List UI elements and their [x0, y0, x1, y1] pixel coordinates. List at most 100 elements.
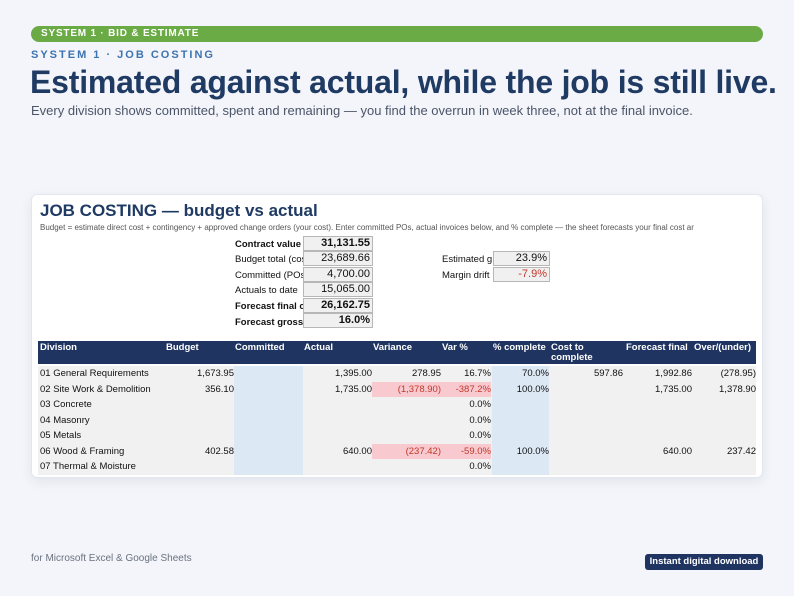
complete-cell[interactable] — [492, 428, 549, 444]
col-var-pct[interactable]: Var % — [442, 342, 468, 353]
committed-cell[interactable] — [234, 428, 303, 444]
committed-cell[interactable] — [234, 459, 303, 475]
var-pct-cell[interactable]: 0.0% — [469, 414, 491, 426]
over-under-cell[interactable] — [692, 397, 756, 413]
ctc-cell[interactable] — [549, 397, 623, 413]
col-forecast-final[interactable]: Forecast final — [626, 342, 688, 353]
table-row[interactable]: 05 Metals 0.0% — [38, 428, 756, 444]
forecast-cell[interactable] — [623, 397, 692, 413]
forecast-cell[interactable]: 640.00 — [662, 445, 692, 457]
division-cell[interactable]: 02 Site Work & Demolition — [40, 383, 151, 395]
forecast-cell[interactable]: 1,735.00 — [655, 383, 692, 395]
division-cell[interactable]: 01 General Requirements — [40, 368, 149, 379]
variance-cell[interactable]: (237.42) — [372, 443, 441, 459]
forecast-cell[interactable]: 1,992.86 — [655, 368, 692, 379]
table-row[interactable]: 03 Concrete 0.0% — [38, 397, 756, 413]
complete-cell[interactable] — [492, 459, 549, 475]
table-row[interactable]: 02 Site Work & Demolition 356.10 1,735.0… — [38, 381, 756, 398]
division-cell[interactable]: 04 Masonry — [40, 414, 90, 426]
committed-cell[interactable] — [234, 443, 303, 459]
actual-cell[interactable]: 640.00 — [342, 445, 372, 457]
variance-cell[interactable] — [372, 459, 441, 475]
complete-cell[interactable]: 100.0% — [492, 381, 549, 397]
budget-cell[interactable] — [164, 397, 234, 413]
budget-cell[interactable]: 356.10 — [204, 383, 234, 395]
eyebrow-label: SYSTEM 1 · JOB COSTING — [31, 49, 215, 61]
division-cell[interactable]: 03 Concrete — [40, 399, 92, 410]
forecast-cell[interactable] — [623, 428, 692, 444]
table-row[interactable]: 06 Wood & Framing 402.58 640.00 (237.42)… — [38, 443, 756, 460]
budget-total-cell[interactable]: 23,689.66 — [303, 251, 373, 266]
spreadsheet-card: JOB COSTING — budget vs actual Budget = … — [31, 194, 763, 478]
division-cell[interactable]: 06 Wood & Framing — [40, 445, 125, 457]
var-pct-cell[interactable]: 0.0% — [469, 430, 491, 441]
col-percent-complete[interactable]: % complete — [493, 342, 546, 353]
division-cell[interactable]: 07 Thermal & Moisture — [40, 461, 136, 472]
contract-value-cell[interactable]: 31,131.55 — [303, 236, 373, 251]
col-committed[interactable]: Committed — [235, 342, 285, 353]
budget-cell[interactable] — [164, 428, 234, 444]
estimated-gross-cell[interactable]: 23.9% — [493, 251, 550, 266]
committed-cell[interactable] — [234, 412, 303, 428]
col-over-under[interactable]: Over/(under) — [694, 342, 752, 353]
actual-cell[interactable] — [303, 459, 372, 475]
var-pct-cell[interactable]: -387.2% — [441, 381, 491, 397]
over-under-cell[interactable]: (278.95) — [720, 368, 756, 379]
forecast-cell[interactable] — [623, 413, 692, 429]
var-pct-cell[interactable]: 16.7% — [464, 368, 491, 379]
col-division[interactable]: Division — [40, 342, 77, 353]
forecast-cell[interactable] — [623, 459, 692, 475]
forecast-gross-label: Forecast gross — [235, 317, 303, 328]
committed-cell[interactable] — [234, 366, 303, 382]
col-actual[interactable]: Actual — [304, 342, 334, 353]
actual-cell[interactable] — [303, 428, 372, 444]
ctc-cell[interactable] — [549, 444, 623, 460]
forecast-gross-cell[interactable]: 16.0% — [303, 313, 373, 328]
over-under-cell[interactable] — [692, 428, 756, 444]
col-variance[interactable]: Variance — [373, 342, 413, 353]
var-pct-cell[interactable]: -59.0% — [441, 443, 491, 459]
actuals-cell[interactable]: 15,065.00 — [303, 282, 373, 297]
table-row[interactable]: 04 Masonry 0.0% — [38, 412, 756, 429]
variance-cell[interactable] — [372, 428, 441, 444]
system-banner: SYSTEM 1 · BID & ESTIMATE — [31, 26, 763, 42]
col-budget[interactable]: Budget — [166, 342, 199, 353]
actual-cell[interactable] — [303, 397, 372, 413]
col-cost-to-complete[interactable]: Cost to complete — [551, 342, 593, 363]
budget-cell[interactable]: 402.58 — [204, 445, 234, 457]
variance-cell[interactable]: (1,378.90) — [372, 381, 441, 397]
over-under-cell[interactable] — [692, 413, 756, 429]
forecast-final-label: Forecast final c — [235, 301, 303, 312]
ctc-cell[interactable] — [549, 459, 623, 475]
over-under-cell[interactable]: 1,378.90 — [719, 383, 756, 395]
ctc-cell[interactable] — [549, 382, 623, 398]
ctc-cell[interactable]: 597.86 — [593, 368, 623, 379]
actual-cell[interactable]: 1,395.00 — [335, 368, 372, 379]
forecast-final-cell[interactable]: 26,162.75 — [303, 298, 373, 313]
budget-cell[interactable]: 1,673.95 — [197, 368, 234, 379]
actual-cell[interactable]: 1,735.00 — [335, 383, 372, 395]
ctc-cell[interactable] — [549, 428, 623, 444]
table-row[interactable]: 01 General Requirements 1,673.95 1,395.0… — [38, 366, 756, 382]
committed-cell[interactable]: 4,700.00 — [303, 267, 373, 282]
var-pct-cell[interactable]: 0.0% — [469, 461, 491, 472]
budget-cell[interactable] — [164, 459, 234, 475]
complete-cell[interactable]: 100.0% — [492, 443, 549, 459]
committed-cell[interactable] — [234, 397, 303, 413]
ctc-cell[interactable] — [549, 413, 623, 429]
complete-cell[interactable] — [492, 397, 549, 413]
over-under-cell[interactable] — [692, 459, 756, 475]
budget-cell[interactable] — [164, 413, 234, 429]
actual-cell[interactable] — [303, 413, 372, 429]
complete-cell[interactable]: 70.0% — [492, 366, 549, 382]
division-cell[interactable]: 05 Metals — [40, 430, 82, 441]
over-under-cell[interactable]: 237.42 — [726, 445, 756, 457]
variance-cell[interactable] — [372, 397, 441, 413]
variance-cell[interactable]: 278.95 — [411, 368, 441, 379]
variance-cell[interactable] — [372, 413, 441, 429]
committed-cell[interactable] — [234, 381, 303, 397]
var-pct-cell[interactable]: 0.0% — [469, 399, 491, 410]
table-row[interactable]: 07 Thermal & Moisture 0.0% — [38, 459, 756, 475]
margin-drift-cell[interactable]: -7.9% — [493, 267, 550, 282]
complete-cell[interactable] — [492, 412, 549, 428]
